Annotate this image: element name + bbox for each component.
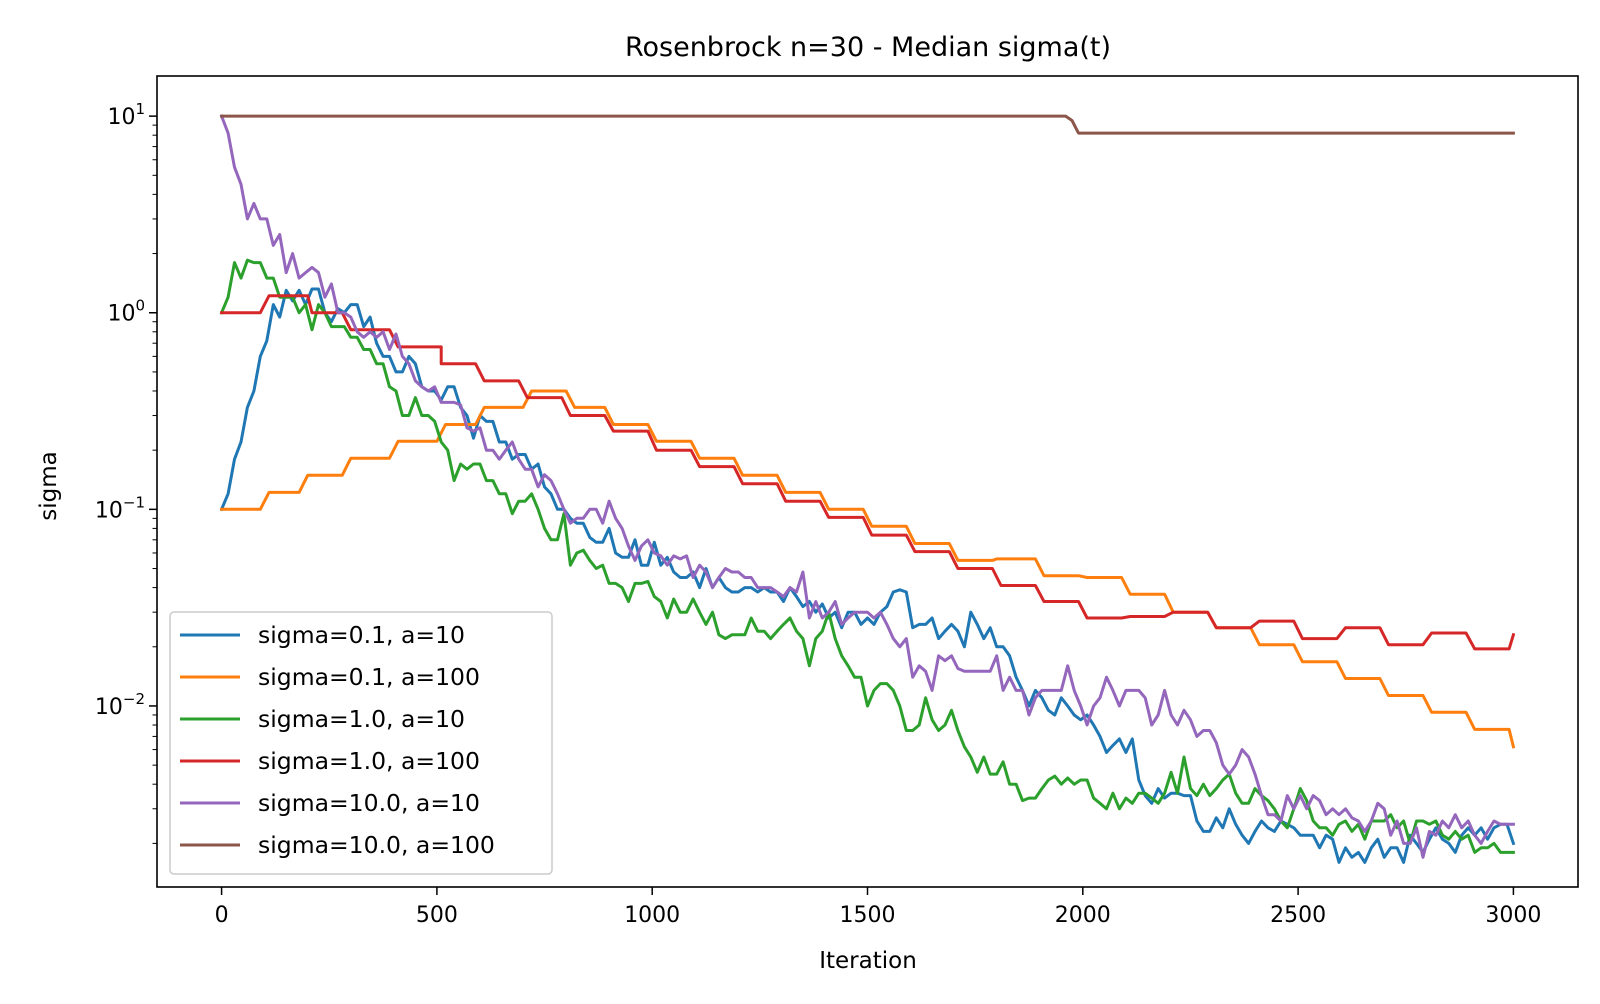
legend-label-3: sigma=1.0, a=10 [258, 705, 465, 733]
legend-label-1: sigma=0.1, a=10 [258, 621, 465, 649]
x-tick-label: 2500 [1270, 903, 1326, 928]
y-tick-label: 101 [107, 100, 145, 130]
plot-area-frame [156, 75, 1579, 888]
legend-label-6: sigma=10.0, a=100 [258, 831, 495, 859]
legend: sigma=0.1, a=10 sigma=0.1, a=100 sigma=1.0… [169, 611, 553, 875]
series-line-2 [220, 389, 1516, 749]
series-line-6 [220, 114, 1515, 135]
x-axis-label: Iteration [819, 948, 917, 974]
legend-box [169, 611, 553, 875]
x-tick-label: 2000 [1055, 903, 1111, 928]
x-axis-ticks: 0 500 1000 1500 2000 2500 3000 [215, 887, 1541, 928]
y-tick-label: 10−1 [95, 493, 145, 523]
series-line-3 [219, 258, 1515, 854]
legend-label-2: sigma=0.1, a=100 [258, 663, 480, 691]
x-tick-label: 3000 [1485, 903, 1541, 928]
y-tick-label: 10−2 [95, 690, 145, 720]
x-tick-label: 1000 [624, 903, 680, 928]
series-line-4 [220, 294, 1516, 651]
series-lines [219, 114, 1516, 864]
x-tick-label: 500 [416, 903, 458, 928]
y-tick-label: 100 [107, 297, 145, 327]
chart-title: Rosenbrock n=30 - Median sigma(t) [625, 32, 1111, 63]
x-tick-label: 0 [215, 903, 229, 928]
legend-label-4: sigma=1.0, a=100 [258, 747, 480, 775]
legend-label-5: sigma=10.0, a=10 [258, 789, 480, 817]
x-tick-label: 1500 [840, 903, 896, 928]
y-axis-label: sigma [36, 451, 62, 520]
series-line-5 [219, 114, 1515, 859]
